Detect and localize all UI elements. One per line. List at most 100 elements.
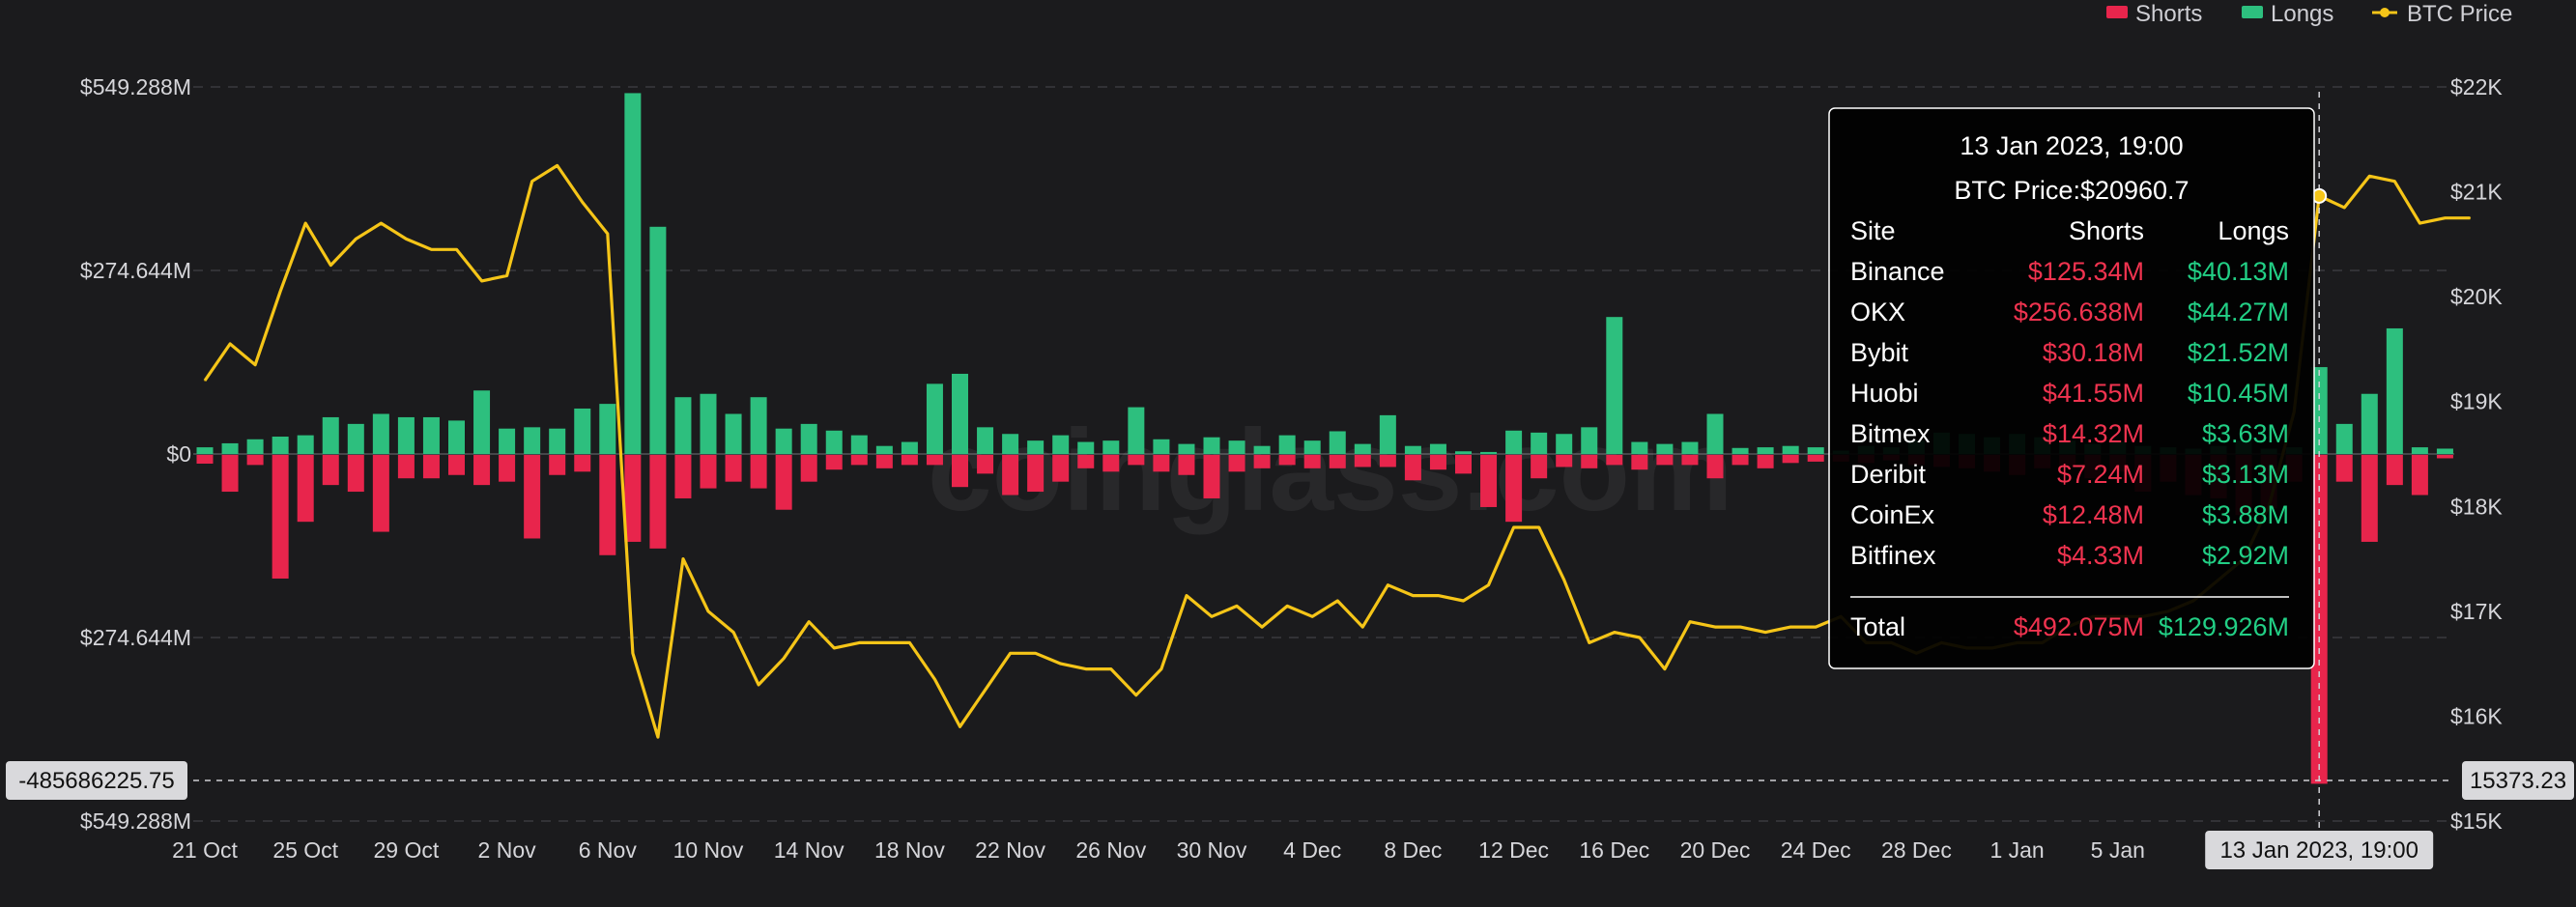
price-point[interactable] <box>355 238 357 241</box>
price-point[interactable] <box>833 647 835 649</box>
price-point[interactable] <box>1487 584 1490 586</box>
bar-longs[interactable] <box>977 427 994 454</box>
bar-shorts[interactable] <box>297 455 314 523</box>
bar-longs[interactable] <box>1253 445 1271 454</box>
price-point[interactable] <box>329 264 331 267</box>
bar-longs[interactable] <box>825 430 843 454</box>
price-point[interactable] <box>1110 667 1112 670</box>
bar-shorts[interactable] <box>800 455 817 482</box>
bar-shorts[interactable] <box>272 455 289 579</box>
price-point[interactable] <box>1614 631 1616 634</box>
price-point[interactable] <box>657 736 659 738</box>
bar-shorts[interactable] <box>372 455 389 532</box>
bar-shorts[interactable] <box>2361 455 2378 542</box>
bar-shorts[interactable] <box>1807 455 1824 462</box>
bars[interactable] <box>196 93 2453 784</box>
bar-shorts[interactable] <box>599 455 616 555</box>
bar-shorts[interactable] <box>1203 455 1220 498</box>
bar-longs[interactable] <box>524 427 541 454</box>
price-point[interactable] <box>405 238 407 241</box>
price-point[interactable] <box>682 557 684 560</box>
bar-shorts[interactable] <box>549 455 566 475</box>
bar-longs[interactable] <box>1631 441 1648 454</box>
price-point[interactable] <box>858 641 860 644</box>
bar-longs[interactable] <box>926 383 943 454</box>
bar-shorts[interactable] <box>1556 455 1573 468</box>
bar-shorts[interactable] <box>1077 455 1095 468</box>
price-point[interactable] <box>455 248 458 250</box>
bar-longs[interactable] <box>850 435 868 454</box>
bar-shorts[interactable] <box>1656 455 1674 466</box>
bar-shorts[interactable] <box>1455 455 1472 474</box>
price-point[interactable] <box>1186 594 1188 597</box>
bar-shorts[interactable] <box>2335 455 2353 482</box>
bar-longs[interactable] <box>1581 427 1598 454</box>
bar-longs[interactable] <box>901 441 918 454</box>
bar-longs[interactable] <box>347 423 364 454</box>
bar-longs[interactable] <box>1531 432 1548 454</box>
bar-shorts[interactable] <box>1429 455 1446 470</box>
price-point[interactable] <box>1689 621 1691 623</box>
price-point[interactable] <box>1412 594 1414 597</box>
price-point[interactable] <box>959 725 961 727</box>
bar-shorts[interactable] <box>2386 455 2403 486</box>
bar-longs[interactable] <box>1455 451 1472 454</box>
bar-longs[interactable] <box>372 413 389 454</box>
price-point[interactable] <box>1311 615 1313 617</box>
bar-shorts[interactable] <box>1278 455 1296 466</box>
bar-longs[interactable] <box>2436 448 2453 454</box>
bar-shorts[interactable] <box>875 455 893 468</box>
bar-shorts[interactable] <box>674 455 692 498</box>
price-point[interactable] <box>229 343 231 345</box>
bar-shorts[interactable] <box>775 455 792 510</box>
price-point[interactable] <box>1538 526 1540 528</box>
bar-shorts[interactable] <box>952 455 968 488</box>
bar-longs[interactable] <box>499 428 516 454</box>
price-point[interactable] <box>304 222 306 224</box>
price-point[interactable] <box>1286 605 1288 608</box>
bar-longs[interactable] <box>397 416 415 454</box>
price-point[interactable] <box>1211 615 1213 617</box>
price-point[interactable] <box>531 181 533 183</box>
price-point[interactable] <box>1639 637 1641 638</box>
bar-shorts[interactable] <box>1480 455 1498 507</box>
bar-shorts[interactable] <box>422 455 440 479</box>
price-point[interactable] <box>783 658 785 660</box>
bar-shorts[interactable] <box>1732 455 1749 466</box>
bar-shorts[interactable] <box>1354 455 1371 468</box>
price-point[interactable] <box>1764 631 1766 634</box>
bar-longs[interactable] <box>1102 440 1120 454</box>
bar-longs[interactable] <box>1077 441 1095 454</box>
bar-longs[interactable] <box>422 416 440 454</box>
bar-shorts[interactable] <box>499 455 516 482</box>
bar-shorts[interactable] <box>926 455 943 466</box>
price-point[interactable] <box>1664 667 1666 670</box>
price-point[interactable] <box>883 641 885 644</box>
bar-shorts[interactable] <box>1303 455 1321 468</box>
legend-item-longs[interactable]: Longs <box>2242 1 2333 27</box>
legend-item-btc-price[interactable]: BTC Price <box>2372 1 2512 27</box>
bar-longs[interactable] <box>1128 407 1145 454</box>
bar-shorts[interactable] <box>1228 455 1245 472</box>
bar-longs[interactable] <box>574 408 591 454</box>
bar-shorts[interactable] <box>574 455 591 472</box>
bar-longs[interactable] <box>750 397 767 454</box>
bar-longs[interactable] <box>800 423 817 454</box>
bar-longs[interactable] <box>952 373 968 454</box>
price-point[interactable] <box>1563 579 1565 581</box>
bar-shorts[interactable] <box>1002 455 1019 496</box>
bar-longs[interactable] <box>624 93 642 455</box>
bar-longs[interactable] <box>1480 451 1498 454</box>
price-point[interactable] <box>1160 667 1162 670</box>
bar-longs[interactable] <box>2411 447 2428 454</box>
bar-shorts[interactable] <box>1153 455 1170 472</box>
bar-shorts[interactable] <box>196 455 214 464</box>
bar-longs[interactable] <box>2361 393 2378 454</box>
bar-shorts[interactable] <box>1329 455 1346 468</box>
bar-longs[interactable] <box>1757 447 1774 454</box>
price-point[interactable] <box>732 631 734 634</box>
bar-longs[interactable] <box>725 413 742 454</box>
bar-shorts[interactable] <box>850 455 868 466</box>
